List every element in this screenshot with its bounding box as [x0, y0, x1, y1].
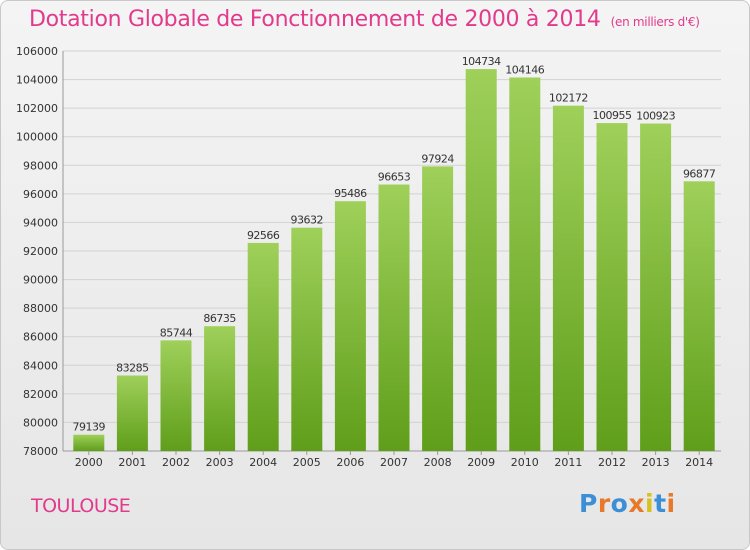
bar [116, 375, 148, 451]
x-tick-label: 2010 [511, 456, 539, 469]
y-tick-label: 92000 [23, 245, 58, 258]
x-tick-label: 2014 [685, 456, 713, 469]
y-tick-label: 78000 [23, 445, 58, 458]
bar-value-label: 93632 [291, 214, 324, 227]
y-tick-label: 86000 [23, 331, 58, 344]
logo-letter: t [654, 489, 667, 518]
x-tick-label: 2013 [642, 456, 670, 469]
y-tick-label: 80000 [23, 416, 58, 429]
x-tick-label: 2000 [75, 456, 103, 469]
bar-value-label: 95486 [334, 187, 367, 200]
y-axis: 78000 80000 82000 84000 86000 88000 90000 92000… [16, 45, 721, 458]
x-tick-label: 2002 [162, 456, 190, 469]
bar-value-label: 83285 [116, 362, 149, 375]
bar-value-label: 96877 [683, 167, 716, 180]
bar-value-label: 85744 [160, 326, 193, 339]
y-tick-label: 104000 [16, 74, 58, 87]
x-tick-label: 2007 [380, 456, 408, 469]
x-tick-label: 2009 [467, 456, 495, 469]
bar [509, 77, 541, 451]
bar [378, 184, 410, 451]
y-tick-label: 94000 [23, 216, 58, 229]
bar-value-label: 97924 [421, 152, 454, 165]
bar [160, 340, 192, 451]
x-tick-label: 2008 [424, 456, 452, 469]
x-tick-label: 2012 [598, 456, 626, 469]
x-tick-label: 2006 [336, 456, 364, 469]
bar [552, 105, 584, 451]
data-labels: 79139 83285 85744 86735 92566 93632 95486 96653… [73, 55, 717, 434]
logo-letter: i [666, 489, 676, 518]
x-tick-label: 2003 [206, 456, 234, 469]
bar-value-label: 100923 [636, 110, 675, 123]
chart-subtitle: (en milliers d'€) [610, 15, 700, 29]
bar-value-label: 79139 [73, 421, 106, 434]
bar-value-label: 102172 [549, 92, 588, 105]
y-tick-label: 98000 [23, 159, 58, 172]
bars [73, 69, 715, 452]
x-tick-label: 2011 [554, 456, 582, 469]
bar-value-label: 100955 [593, 109, 632, 122]
bar [204, 326, 236, 451]
bar [465, 69, 497, 451]
y-tick-label: 106000 [16, 45, 58, 58]
bar-value-label: 92566 [247, 229, 280, 242]
logo-letter: o [610, 489, 629, 518]
y-tick-label: 102000 [16, 102, 58, 115]
proxiti-logo: Proxiti [579, 489, 676, 518]
city-name: TOULOUSE [31, 495, 131, 517]
logo-letter: x [628, 489, 645, 518]
x-axis: 2000 2001 2002 2003 2004 2005 2006 2007 2008 2009… [75, 451, 713, 469]
chart-title-text: Dotation Globale de Fonctionnement de 20… [29, 7, 601, 32]
bar-value-label: 96653 [378, 171, 411, 184]
y-tick-label: 88000 [23, 302, 58, 315]
bar [334, 201, 366, 451]
x-tick-label: 2001 [118, 456, 146, 469]
y-tick-label: 100000 [16, 131, 58, 144]
bar [422, 166, 454, 451]
x-tick-label: 2004 [249, 456, 277, 469]
logo-letter: r [597, 489, 611, 518]
bar-value-label: 86735 [203, 312, 236, 325]
bar [291, 227, 323, 451]
y-tick-label: 84000 [23, 359, 58, 372]
bar [640, 123, 672, 452]
bar-value-label: 104146 [505, 63, 544, 76]
y-tick-label: 82000 [23, 388, 58, 401]
y-tick-label: 90000 [23, 274, 58, 287]
bar [683, 181, 715, 452]
y-tick-label: 96000 [23, 188, 58, 201]
logo-letter: i [645, 489, 655, 518]
x-tick-label: 2005 [293, 456, 321, 469]
logo-letter: P [579, 489, 598, 518]
bar [73, 434, 105, 451]
bar [596, 123, 628, 452]
chart-title: Dotation Globale de Fonctionnement de 20… [29, 7, 700, 32]
bar [247, 242, 279, 451]
bar-value-label: 104734 [462, 55, 501, 68]
